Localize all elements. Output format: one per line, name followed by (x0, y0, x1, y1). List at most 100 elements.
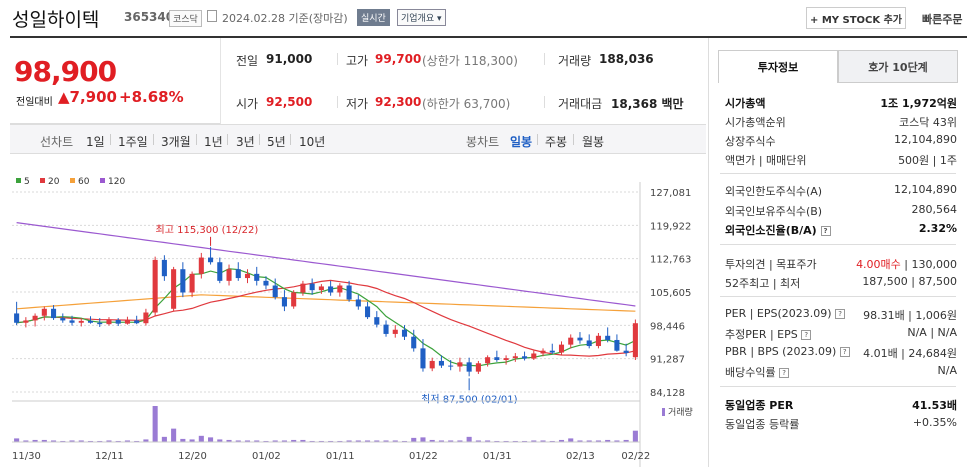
volume-bar (180, 438, 186, 442)
volume-bar (595, 440, 601, 442)
header-divider (10, 36, 967, 38)
period-3y[interactable]: 3년 (236, 135, 255, 149)
volume-bar (568, 438, 574, 442)
moving-average-lines (16, 222, 636, 367)
candle-body (549, 350, 555, 353)
ma-line-120 (16, 222, 636, 307)
tab-order-book[interactable]: 호가 10단계 (838, 50, 958, 83)
current-price: 98,900 (14, 55, 117, 88)
info-icon[interactable]: ? (801, 330, 812, 340)
volume-bar (309, 440, 315, 442)
volume-bar (97, 440, 103, 442)
section-divider (720, 244, 956, 245)
tab-invest-info[interactable]: 투자정보 (718, 50, 838, 83)
y-tick-label: 112,763 (650, 255, 691, 266)
base-date: 2024.02.28 기준(장마감) (222, 12, 348, 25)
candle-body (392, 329, 398, 334)
volume-legend-label: 거래량 (668, 406, 693, 418)
volume-bar (494, 440, 500, 442)
candle-body (429, 360, 435, 369)
rank-value: 코스닥 43위 (899, 116, 957, 129)
period-10y[interactable]: 10년 (299, 135, 326, 149)
amount-label: 거래대금 (558, 97, 603, 111)
x-tick-label: 12/20 (178, 451, 207, 462)
volume-bar (244, 440, 251, 442)
period-monthly[interactable]: 월봉 (582, 135, 605, 149)
realtime-button[interactable]: 실시간 (357, 9, 390, 26)
volume-bar (337, 440, 343, 442)
legend-label-60: 60 (78, 177, 90, 187)
open-label: 시가 (236, 97, 259, 111)
legend-label-20: 20 (48, 177, 60, 187)
period-daily[interactable]: 일봉 (510, 135, 533, 149)
y-axis-ticks: 127,081 119,922 112,763 105,605 98,446 91,287… (650, 188, 691, 399)
volume-bar (198, 435, 204, 442)
volume-bar (411, 437, 417, 442)
candle-body (87, 320, 94, 323)
candles (14, 246, 638, 377)
candle-body (41, 308, 47, 316)
volume-bar (512, 440, 518, 442)
candle-body (32, 315, 38, 321)
candle-body (263, 280, 269, 286)
period-weekly[interactable]: 주봉 (545, 135, 568, 149)
volume-bar (281, 440, 287, 442)
quick-order-button[interactable]: 빠른주문 (922, 13, 963, 26)
candle-body (309, 283, 315, 291)
ma-line-60 (16, 294, 636, 312)
candle-body (51, 308, 57, 319)
candle-body (124, 320, 130, 324)
candle-body (420, 348, 426, 369)
volume-bar (623, 439, 629, 442)
legend-swatch-20 (40, 178, 45, 183)
candle-body (254, 273, 260, 281)
volume-bar (272, 440, 278, 442)
high-annotation: 최고 115,300 (12/22) (156, 224, 259, 236)
info-icon[interactable]: ? (820, 226, 831, 236)
candle-body (494, 357, 500, 361)
volume-bar (457, 440, 463, 442)
volume-bar (134, 440, 140, 442)
info-icon[interactable]: ? (779, 368, 790, 378)
info-icon[interactable]: ? (835, 309, 846, 319)
company-info-dropdown[interactable]: 기업개요 ▾ (397, 9, 446, 26)
volume-bar (374, 440, 380, 442)
period-5y[interactable]: 5년 (267, 135, 286, 149)
candle-body (69, 320, 75, 323)
period-1d[interactable]: 1일 (86, 135, 105, 149)
candle-body (171, 269, 177, 309)
candle-body (152, 259, 158, 313)
low-annotation: 최저 87,500 (02/01) (421, 393, 517, 405)
volume-bar (263, 440, 269, 442)
period-3m[interactable]: 3개월 (161, 135, 191, 149)
volume-bar (605, 439, 611, 442)
volume-bar (115, 440, 121, 442)
candle-body (512, 356, 518, 359)
col-divider (544, 53, 545, 65)
info-icon[interactable]: ? (839, 347, 850, 357)
right-panel (708, 38, 967, 467)
candle-body (485, 357, 491, 364)
candle-body (14, 313, 20, 323)
volume-bar (152, 406, 158, 442)
y-tick-label: 84,128 (650, 388, 685, 399)
prev-close-label: 전일 (236, 54, 259, 68)
volume-bar (632, 430, 638, 442)
price-chart[interactable]: 5 20 60 120 최고 115,300 (12/22) 최저 87,500 (02… (10, 170, 706, 467)
candle-body (300, 283, 306, 293)
my-stock-add-button[interactable]: + MY STOCK 추가 (806, 7, 906, 29)
rank-label: 시가총액순위 (725, 116, 786, 129)
volume-bar (503, 440, 509, 442)
volume-bar (577, 440, 583, 442)
candle-body (198, 257, 204, 274)
candle-body (189, 273, 195, 293)
period-1w[interactable]: 1주일 (118, 135, 148, 149)
period-divider (537, 134, 538, 145)
period-1y[interactable]: 1년 (204, 135, 223, 149)
market-badge: 코스닥 (169, 10, 202, 27)
face-label: 액면가 | 매매단위 (725, 154, 807, 167)
x-tick-label: 02/13 (566, 451, 595, 462)
candle-body (623, 350, 629, 354)
volume-legend-swatch (662, 408, 665, 416)
open-value: 92,500 (266, 95, 313, 109)
